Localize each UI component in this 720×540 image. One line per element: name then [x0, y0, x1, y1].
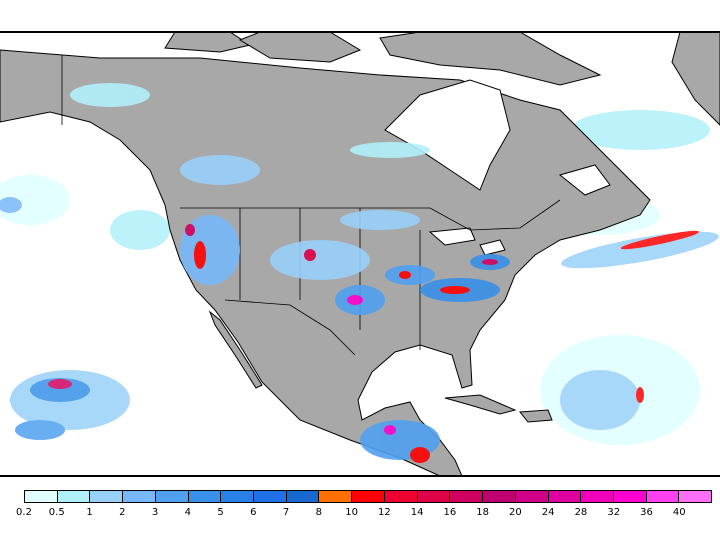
colorbar-box [417, 491, 451, 502]
colorbar-label: 6 [250, 507, 257, 518]
colorbar-label: 4 [184, 507, 191, 518]
colorbar-box [25, 491, 58, 502]
colorbar-label: 10 [345, 507, 358, 518]
colorbar-label: 0.5 [48, 507, 65, 518]
colorbar-label: 8 [315, 507, 323, 518]
cuba [444, 394, 517, 415]
colorbar-box [450, 491, 484, 502]
colorbar-box [90, 491, 124, 502]
colorbar [24, 490, 712, 503]
colorbar-label: 16 [443, 507, 457, 518]
colorbar-box [254, 491, 287, 502]
colorbar-label: 24 [541, 507, 555, 518]
land-precip [70, 83, 510, 463]
colorbar-box [646, 491, 680, 502]
colorbar-labels: 0.2 0.5 1 2 3 4 5 6 7 8 10 12 14 16 18 20 24 28 32 36 40 [16, 507, 712, 521]
colorbar-box [286, 491, 320, 502]
colorbar-label: 0.2 [16, 507, 32, 518]
colorbar-box [188, 491, 222, 502]
baja-california [208, 310, 263, 389]
hudson-bay [384, 79, 511, 191]
colorbar-box [581, 491, 614, 502]
colorbar-box [483, 491, 516, 502]
colorbar-box [221, 491, 255, 502]
colorbar-box [515, 491, 549, 502]
colorbar-label: 40 [672, 507, 686, 518]
colorbar-label: 5 [217, 507, 224, 518]
colorbar-label: 2 [119, 507, 126, 518]
colorbar-box [613, 491, 647, 502]
colorbar-box [548, 491, 582, 502]
colorbar-label: 36 [640, 507, 653, 518]
colorbar-label: 3 [151, 507, 159, 518]
hispaniola [519, 409, 553, 423]
colorbar-label: 28 [574, 507, 588, 518]
colorbar-label: 12 [378, 507, 391, 518]
colorbar-label: 32 [607, 507, 621, 518]
precipitation-map [0, 31, 720, 477]
colorbar-label: 14 [410, 507, 424, 518]
colorbar-box [352, 491, 385, 502]
great-lakes [428, 227, 506, 256]
arctic-island [164, 31, 252, 53]
colorbar-label: 7 [282, 507, 290, 518]
colorbar-label: 18 [476, 507, 490, 518]
colorbar-box [155, 491, 189, 502]
gulf-of-st-lawrence [558, 164, 611, 196]
colorbar-box [57, 491, 91, 502]
colorbar-box [319, 491, 353, 502]
colorbar-label: 1 [86, 507, 93, 518]
colorbar-label: 20 [509, 507, 522, 518]
colorbar-box [123, 491, 156, 502]
colorbar-box [384, 491, 418, 502]
colorbar-box [679, 491, 712, 502]
